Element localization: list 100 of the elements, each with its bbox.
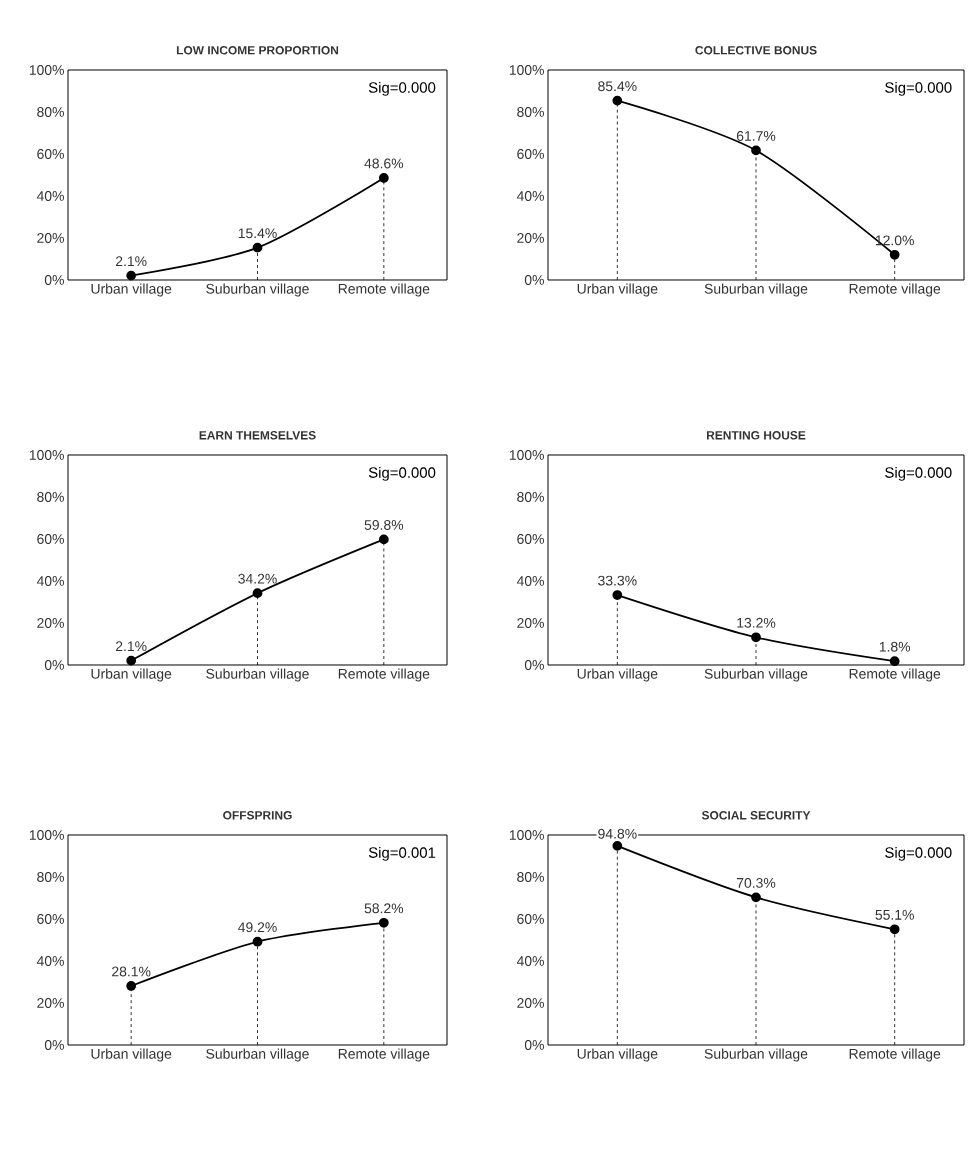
data-label: 58.2% [364, 903, 404, 914]
y-tick-label: 80% [517, 107, 544, 117]
y-tick-label: 20% [37, 998, 64, 1008]
y-tick-label: 60% [37, 149, 64, 159]
chart-title: COLLECTIVE BONUS [695, 46, 817, 55]
data-label: 28.1% [112, 966, 151, 977]
point [378, 534, 389, 545]
annotation: Sig=0.000 [368, 466, 436, 481]
point [751, 145, 761, 156]
x-tick-label: Urban village [577, 283, 658, 297]
y-tick-label: 100% [509, 65, 544, 75]
y-tick-label: 100% [29, 65, 64, 75]
x-tick-label: Remote village [338, 1048, 430, 1062]
point [126, 270, 137, 281]
y-tick-label: 60% [37, 534, 64, 544]
point [612, 590, 623, 600]
y-tick-label: 80% [37, 872, 64, 882]
y-tick-label: 80% [37, 107, 64, 117]
y-tick-label: 0% [524, 275, 544, 285]
annotation: Sig=0.001 [368, 846, 436, 861]
chart-title: RENTING HOUSE [706, 431, 806, 440]
y-tick-label: 0% [524, 1040, 544, 1050]
y-tick-label: 80% [517, 492, 544, 502]
y-tick-label: 40% [36, 576, 64, 586]
y-tick-label: 100% [29, 450, 64, 460]
y-tick-label: 60% [517, 534, 544, 544]
y-tick-label: 80% [517, 872, 544, 882]
point [378, 917, 389, 928]
y-tick-label: 0% [44, 660, 64, 670]
data-label: 85.4% [598, 81, 637, 92]
x-tick-label: Urban village [577, 668, 658, 682]
x-tick-label: Suburban village [206, 1048, 309, 1062]
y-tick-label: 20% [517, 233, 544, 243]
y-tick-label: 40% [516, 576, 544, 586]
point [126, 655, 137, 666]
data-label: 2.1% [115, 641, 147, 652]
point [612, 95, 623, 106]
point [252, 588, 263, 599]
data-label: 15.4% [238, 228, 277, 239]
data-label: 61.7% [736, 131, 776, 141]
point [612, 841, 623, 851]
chart-title: EARN THEMSELVES [199, 431, 316, 440]
y-tick-label: 100% [29, 830, 64, 840]
data-label: 12.0% [875, 235, 914, 246]
x-tick-label: Remote village [849, 283, 941, 297]
chart-title: LOW INCOME PROPORTION [176, 46, 339, 55]
data-label: 55.1% [875, 909, 914, 920]
data-label: 70.3% [736, 877, 776, 888]
x-tick-label: Urban village [577, 1048, 658, 1062]
x-tick-label: Remote village [338, 283, 430, 297]
annotation: Sig=0.000 [368, 81, 436, 96]
point [378, 173, 389, 183]
data-label: 49.2% [238, 922, 277, 933]
point [889, 656, 900, 667]
y-tick-label: 40% [516, 191, 544, 201]
y-tick-label: 80% [37, 492, 64, 502]
data-label: 48.6% [364, 158, 404, 169]
y-tick-label: 0% [44, 1040, 64, 1050]
x-tick-label: Urban village [91, 1048, 172, 1062]
point [889, 249, 900, 260]
y-tick-label: 60% [517, 149, 544, 159]
x-tick-label: Suburban village [704, 1048, 808, 1062]
y-tick-label: 60% [517, 914, 544, 924]
x-tick-label: Suburban village [206, 283, 309, 297]
data-label: 1.8% [879, 641, 911, 652]
point [751, 892, 761, 903]
annotation: Sig=0.000 [885, 81, 952, 96]
data-label: 34.2% [238, 573, 277, 584]
y-tick-label: 0% [524, 660, 544, 670]
y-tick-label: 100% [509, 830, 544, 840]
x-tick-label: Urban village [91, 668, 172, 682]
y-tick-label: 20% [517, 618, 544, 628]
data-label: 33.3% [598, 575, 637, 586]
y-tick-label: 40% [516, 956, 544, 966]
point [126, 981, 137, 991]
point [252, 242, 263, 253]
point [751, 632, 761, 643]
chart-title: SOCIAL SECURITY [701, 811, 811, 820]
x-tick-label: Suburban village [704, 283, 808, 297]
x-tick-label: Suburban village [206, 668, 309, 682]
y-tick-label: 20% [37, 618, 64, 628]
data-label: 13.2% [737, 617, 776, 628]
chart-title: OFFSPRING [223, 811, 292, 820]
x-tick-label: Remote village [849, 668, 941, 682]
y-tick-label: 0% [44, 275, 64, 285]
x-tick-label: Remote village [849, 1048, 941, 1062]
y-tick-label: 40% [36, 191, 64, 201]
point [252, 936, 263, 947]
x-tick-label: Suburban village [704, 668, 808, 682]
y-tick-label: 40% [36, 956, 64, 966]
data-label: 2.1% [115, 256, 147, 267]
y-tick-label: 100% [509, 450, 544, 460]
point [889, 924, 900, 935]
x-tick-label: Urban village [91, 283, 172, 297]
x-tick-label: Remote village [338, 668, 430, 682]
y-tick-label: 20% [37, 233, 64, 243]
data-label: 94.8% [598, 828, 637, 839]
annotation: Sig=0.000 [885, 466, 952, 481]
annotation: Sig=0.000 [885, 846, 952, 861]
y-tick-label: 20% [517, 998, 544, 1008]
